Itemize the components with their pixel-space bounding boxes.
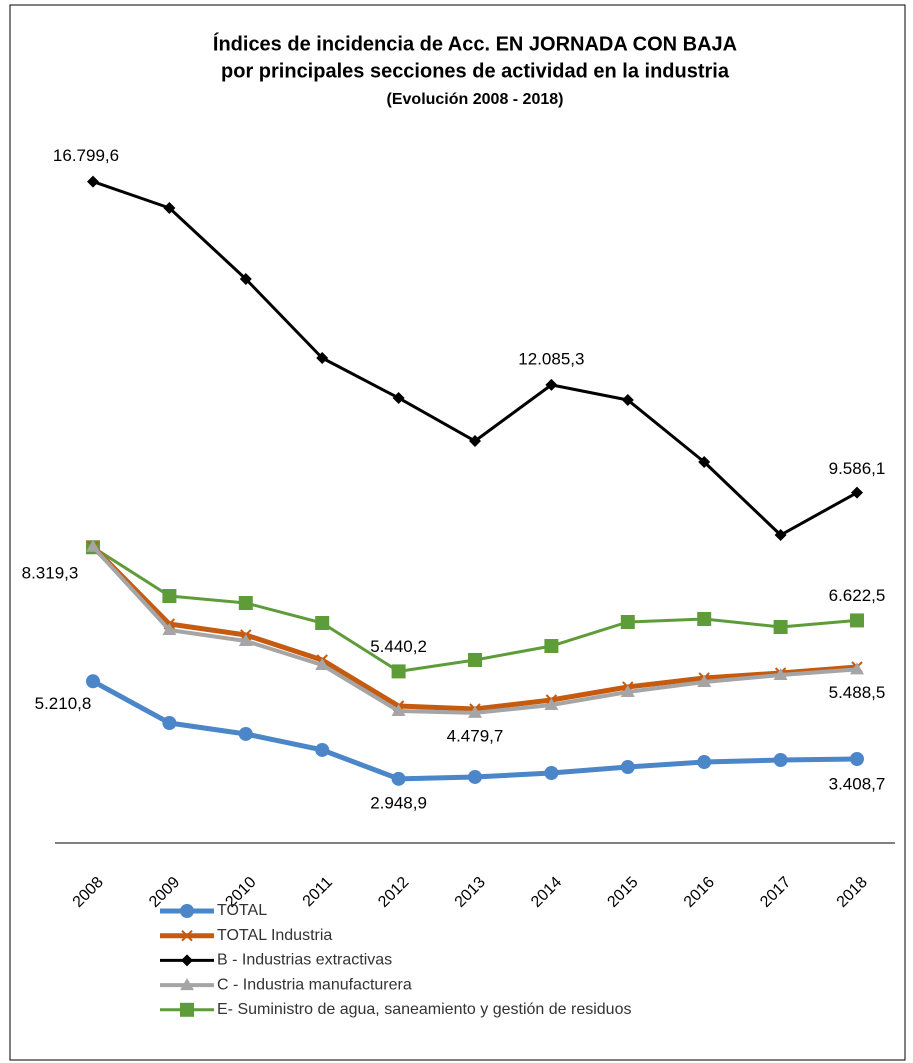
marker [698,456,711,469]
marker [86,674,100,689]
data-label: 5.210,8 [35,694,92,713]
marker [87,175,99,188]
marker [181,929,193,942]
legend-label: B - Industrias extractivas [217,952,392,969]
legend-label: E- Suministro de agua, saneamiento y ges… [217,1001,631,1018]
marker [238,595,253,610]
marker [392,391,405,404]
marker [544,698,559,711]
marker [86,539,100,552]
data-label: 8.319,3 [22,564,79,583]
marker [774,529,787,542]
legend-marker [180,1002,194,1017]
marker [316,352,329,365]
marker [162,588,177,603]
marker [238,634,253,647]
marker [239,273,252,286]
marker [544,766,559,781]
marker [850,752,864,767]
marker [238,726,253,741]
marker [162,623,177,636]
data-label: 5.440,2 [370,637,427,656]
legend-label: TOTAL Industria [217,927,332,944]
marker [391,771,406,786]
legend-label: TOTAL [217,902,267,919]
marker [162,715,177,730]
marker [391,704,406,717]
marker [773,667,788,680]
marker [620,760,635,775]
legend-label: C - Industria manufacturera [217,976,412,993]
marker [468,705,482,718]
marker [468,769,482,784]
marker [620,614,635,629]
marker [180,904,194,918]
marker [697,611,712,626]
chart-subtitle: (Evolución 2008 - 2018) [387,91,564,108]
marker [315,615,330,630]
marker [468,652,482,667]
marker [180,978,194,991]
chart-frame [9,4,906,1061]
data-label: 3.408,7 [829,774,886,793]
chart-subtitle: por principales secciones de actividad e… [221,60,730,82]
data-label: 6.622,5 [829,586,886,605]
marker [180,1002,194,1017]
marker [850,613,864,628]
marker [544,639,559,654]
legend-marker [181,954,193,967]
legend-marker [180,978,194,991]
marker [163,201,176,214]
marker [773,752,788,767]
data-label: 12.085,3 [518,349,584,368]
marker [851,486,863,499]
marker [469,435,481,448]
legend-marker [180,904,194,918]
chart-title: Índices de incidencia de Acc. EN JORNADA… [213,32,737,55]
marker [697,674,712,687]
marker [315,657,330,670]
data-label: 9.586,1 [829,459,886,478]
data-label: 5.488,5 [829,683,886,702]
marker [773,620,788,635]
marker [315,742,330,757]
marker [621,394,634,407]
marker [620,684,635,697]
legend-marker [181,929,193,942]
data-label: 4.479,7 [447,726,504,745]
marker [545,378,558,391]
marker [391,664,406,679]
data-label: 16.799,6 [53,146,119,165]
marker [850,662,864,675]
data-label: 2.948,9 [370,793,427,812]
marker [181,954,193,967]
marker [697,755,712,770]
